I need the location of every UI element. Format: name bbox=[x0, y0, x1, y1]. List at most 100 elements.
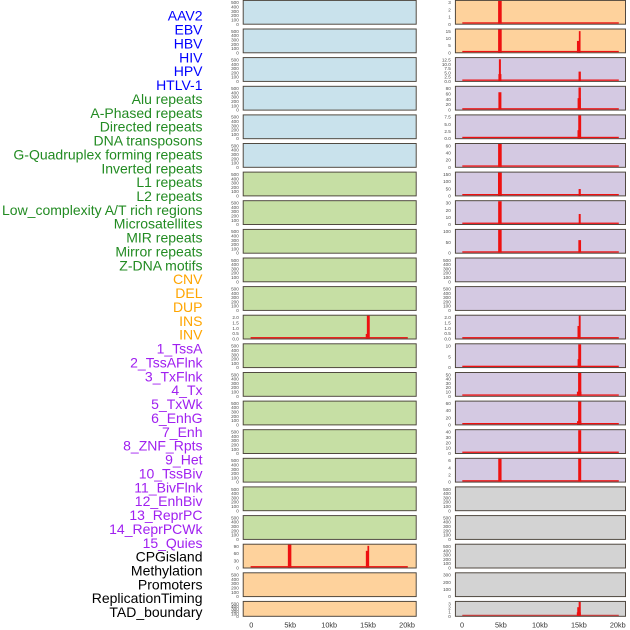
svg-text:15kb: 15kb bbox=[571, 620, 587, 629]
svg-text:100: 100 bbox=[231, 504, 239, 509]
svg-text:400: 400 bbox=[231, 377, 239, 382]
svg-text:8_ZNF_Rpts: 8_ZNF_Rpts bbox=[123, 438, 202, 454]
svg-text:15kb: 15kb bbox=[360, 620, 376, 629]
svg-text:100: 100 bbox=[231, 189, 239, 194]
svg-text:500: 500 bbox=[231, 201, 239, 206]
svg-text:0: 0 bbox=[448, 422, 451, 427]
svg-text:400: 400 bbox=[231, 205, 239, 210]
svg-text:100: 100 bbox=[231, 46, 239, 51]
svg-text:100: 100 bbox=[231, 218, 239, 223]
svg-text:0: 0 bbox=[236, 22, 239, 27]
svg-text:400: 400 bbox=[231, 176, 239, 181]
svg-text:60: 60 bbox=[446, 92, 452, 97]
svg-text:0: 0 bbox=[236, 165, 239, 170]
svg-text:0: 0 bbox=[236, 194, 239, 199]
svg-text:0: 0 bbox=[448, 537, 451, 542]
svg-text:ReplicationTiming: ReplicationTiming bbox=[92, 590, 203, 606]
svg-text:0: 0 bbox=[236, 594, 239, 599]
svg-text:100: 100 bbox=[443, 179, 451, 184]
svg-text:1: 1 bbox=[448, 15, 451, 20]
svg-text:0.0: 0.0 bbox=[444, 337, 451, 342]
svg-text:0: 0 bbox=[448, 508, 451, 513]
svg-text:50: 50 bbox=[446, 240, 452, 245]
svg-text:0: 0 bbox=[236, 365, 239, 370]
svg-text:200: 200 bbox=[231, 271, 239, 276]
svg-text:5kb: 5kb bbox=[495, 620, 507, 629]
svg-text:0.0: 0.0 bbox=[444, 136, 451, 141]
svg-text:400: 400 bbox=[231, 90, 239, 95]
svg-text:500: 500 bbox=[231, 344, 239, 349]
svg-text:200: 200 bbox=[231, 156, 239, 161]
svg-text:L2 repeats: L2 repeats bbox=[136, 188, 202, 204]
svg-text:10.0: 10.0 bbox=[442, 62, 451, 67]
svg-text:200: 200 bbox=[231, 586, 239, 591]
svg-text:0: 0 bbox=[448, 251, 451, 256]
svg-text:500: 500 bbox=[231, 172, 239, 177]
svg-text:CPGisland: CPGisland bbox=[136, 549, 203, 565]
svg-text:0: 0 bbox=[236, 308, 239, 313]
svg-text:300: 300 bbox=[231, 266, 239, 271]
svg-text:10: 10 bbox=[446, 36, 452, 41]
svg-text:0: 0 bbox=[448, 365, 451, 370]
svg-text:300: 300 bbox=[443, 553, 451, 558]
svg-text:200: 200 bbox=[231, 528, 239, 533]
svg-text:Low_complexity A/T rich region: Low_complexity A/T rich regions bbox=[2, 202, 203, 218]
svg-text:0: 0 bbox=[448, 22, 451, 27]
svg-text:300: 300 bbox=[231, 181, 239, 186]
svg-text:400: 400 bbox=[231, 491, 239, 496]
svg-text:0: 0 bbox=[460, 620, 464, 629]
svg-text:400: 400 bbox=[231, 262, 239, 267]
svg-text:100: 100 bbox=[231, 611, 239, 616]
svg-text:200: 200 bbox=[443, 271, 451, 276]
svg-text:20: 20 bbox=[446, 208, 452, 213]
svg-text:0: 0 bbox=[448, 308, 451, 313]
svg-text:200: 200 bbox=[231, 70, 239, 75]
svg-text:400: 400 bbox=[231, 148, 239, 153]
svg-text:400: 400 bbox=[231, 5, 239, 10]
svg-text:2.0: 2.0 bbox=[232, 315, 239, 320]
svg-text:15_Quies: 15_Quies bbox=[143, 535, 203, 551]
svg-text:400: 400 bbox=[231, 434, 239, 439]
svg-text:5: 5 bbox=[448, 354, 451, 359]
svg-text:300: 300 bbox=[231, 467, 239, 472]
svg-text:0: 0 bbox=[448, 222, 451, 227]
svg-text:200: 200 bbox=[231, 99, 239, 104]
svg-text:500: 500 bbox=[231, 573, 239, 578]
svg-text:100: 100 bbox=[231, 304, 239, 309]
svg-text:13_ReprPC: 13_ReprPC bbox=[129, 507, 202, 523]
svg-text:200: 200 bbox=[443, 580, 451, 585]
svg-text:2_TssAFlnk: 2_TssAFlnk bbox=[130, 354, 203, 370]
svg-text:0: 0 bbox=[236, 480, 239, 485]
svg-text:0: 0 bbox=[448, 566, 451, 571]
svg-text:300: 300 bbox=[231, 123, 239, 128]
svg-text:400: 400 bbox=[231, 234, 239, 239]
svg-text:0: 0 bbox=[236, 394, 239, 399]
svg-text:200: 200 bbox=[231, 414, 239, 419]
svg-text:60: 60 bbox=[446, 143, 452, 148]
svg-text:300: 300 bbox=[231, 606, 239, 611]
svg-text:20: 20 bbox=[446, 415, 452, 420]
svg-text:500: 500 bbox=[231, 401, 239, 406]
svg-text:A-Phased repeats: A-Phased repeats bbox=[90, 105, 202, 121]
svg-text:300: 300 bbox=[231, 381, 239, 386]
svg-text:500: 500 bbox=[231, 86, 239, 91]
svg-text:20: 20 bbox=[446, 385, 452, 390]
svg-text:0: 0 bbox=[448, 614, 451, 619]
svg-text:300: 300 bbox=[231, 66, 239, 71]
svg-text:2: 2 bbox=[448, 7, 451, 12]
svg-text:500: 500 bbox=[443, 515, 451, 520]
svg-text:300: 300 bbox=[231, 495, 239, 500]
svg-text:400: 400 bbox=[443, 520, 451, 525]
svg-text:100: 100 bbox=[231, 103, 239, 108]
svg-text:12.5: 12.5 bbox=[442, 58, 451, 63]
svg-text:60: 60 bbox=[446, 401, 452, 406]
svg-text:20: 20 bbox=[446, 102, 452, 107]
svg-text:200: 200 bbox=[231, 185, 239, 190]
svg-text:HPV: HPV bbox=[174, 63, 203, 79]
svg-text:5.0: 5.0 bbox=[444, 70, 451, 75]
svg-text:14_ReprPCWk: 14_ReprPCWk bbox=[109, 521, 203, 537]
svg-text:2.5: 2.5 bbox=[444, 75, 451, 80]
svg-text:L1 repeats: L1 repeats bbox=[136, 174, 202, 190]
svg-text:40: 40 bbox=[446, 408, 452, 413]
svg-text:300: 300 bbox=[231, 295, 239, 300]
